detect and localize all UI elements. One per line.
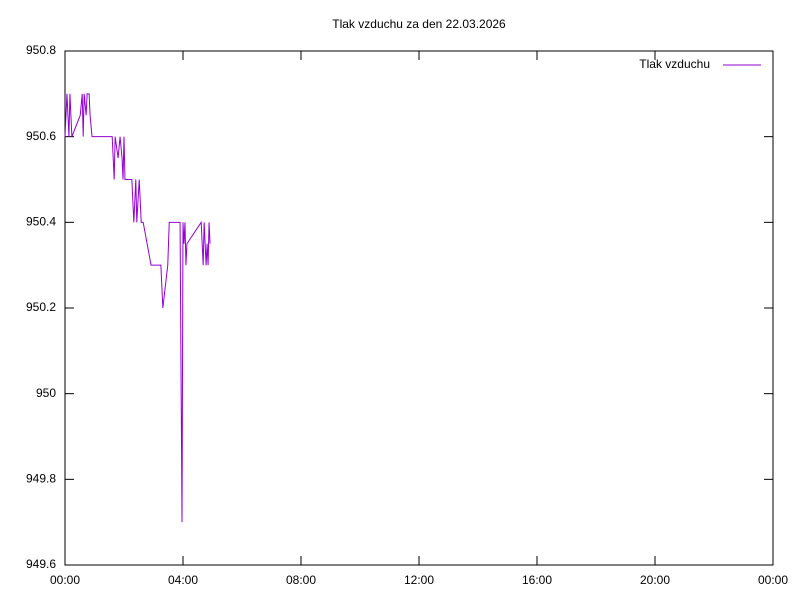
data-line bbox=[64, 93, 211, 523]
x-tick-label: 04:00 bbox=[168, 573, 198, 587]
y-tick-label: 950.8 bbox=[26, 43, 56, 57]
x-tick-label: 20:00 bbox=[640, 573, 670, 587]
x-tick-label: 00:00 bbox=[758, 573, 788, 587]
legend-label: Tlak vzduchu bbox=[639, 57, 710, 71]
chart-title: Tlak vzduchu za den 22.03.2026 bbox=[332, 17, 506, 31]
x-tick-label: 16:00 bbox=[522, 573, 552, 587]
y-tick-label: 949.6 bbox=[26, 557, 56, 571]
y-tick-label: 950.4 bbox=[26, 215, 56, 229]
y-tick-label: 950.2 bbox=[26, 300, 56, 314]
x-tick-label: 08:00 bbox=[286, 573, 316, 587]
x-tick-label: 12:00 bbox=[404, 573, 434, 587]
y-tick-label: 949.8 bbox=[26, 472, 56, 486]
x-tick-label: 00:00 bbox=[50, 573, 80, 587]
y-tick-label: 950 bbox=[36, 386, 56, 400]
y-tick-label: 950.6 bbox=[26, 129, 56, 143]
